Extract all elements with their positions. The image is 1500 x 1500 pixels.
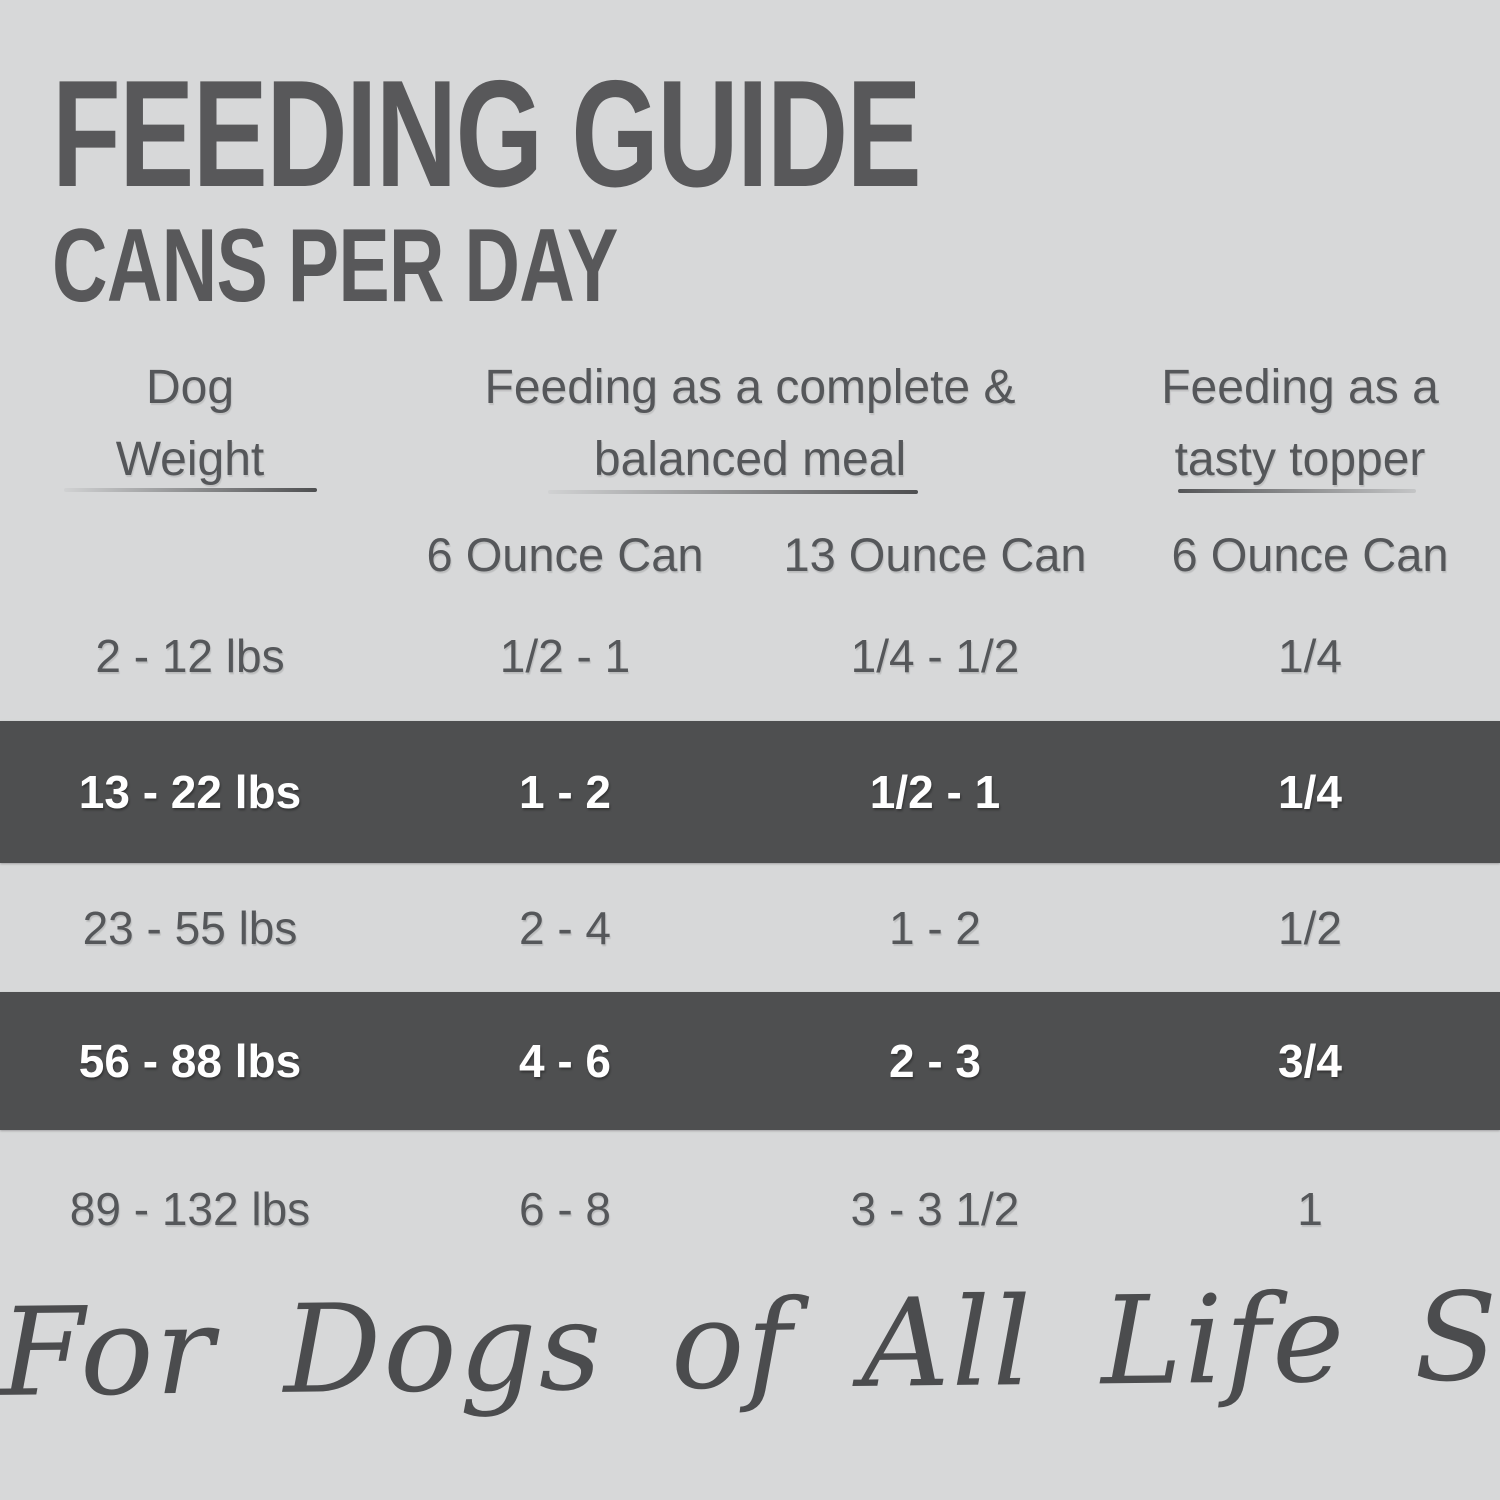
complete-13oz-value: 1/2 - 1	[869, 766, 1001, 818]
table-row-highlighted: 13 - 22 lbs 1 - 2 1/2 - 1 1/4	[0, 721, 1500, 863]
complete-6oz-value: 1 - 2	[518, 766, 612, 818]
dog-weight-value: 56 - 88 lbs	[78, 1035, 302, 1087]
topper-6oz-value: 1	[1297, 1183, 1323, 1235]
topper-6oz-value: 1/2	[1278, 901, 1342, 954]
subheader-6oz-can-topper: 6 Ounce Can	[1171, 527, 1449, 581]
complete-13oz-value: 3 - 3 1/2	[850, 1183, 1020, 1235]
page-subtitle: CANS PER DAY	[52, 208, 618, 324]
header-underline	[548, 490, 918, 494]
column-header-line: tasty topper	[1174, 433, 1426, 486]
all-life-stages-note: For Dogs of All Life Stages	[0, 1262, 1500, 1424]
table-row: 89 - 132 lbs 6 - 8 3 - 3 1/2 1	[0, 1130, 1500, 1288]
subheader-13oz-can: 13 Ounce Can	[783, 527, 1087, 581]
table-row: 2 - 12 lbs 1/2 - 1 1/4 - 1/2 1/4	[0, 590, 1500, 721]
column-header-line: Weight	[115, 433, 265, 486]
dog-weight-value: 23 - 55 lbs	[82, 901, 298, 954]
table-row-highlighted: 56 - 88 lbs 4 - 6 2 - 3 3/4	[0, 992, 1500, 1130]
complete-6oz-value: 4 - 6	[518, 1035, 612, 1087]
complete-13oz-value: 1 - 2	[888, 901, 982, 954]
topper-6oz-value: 1/4	[1278, 629, 1342, 682]
topper-6oz-value: 3/4	[1278, 1035, 1342, 1087]
column-header-line: Feeding as a complete &	[484, 361, 1016, 414]
column-header-line: Feeding as a	[1161, 361, 1439, 414]
complete-13oz-value: 2 - 3	[888, 1035, 982, 1087]
column-header-line: Dog	[145, 361, 235, 414]
column-header-complete-meal: Feeding as a complete & balanced meal	[420, 352, 1080, 496]
can-size-subheader-row: 6 Ounce Can 13 Ounce Can 6 Ounce Can	[0, 522, 1500, 586]
dog-weight-value: 2 - 12 lbs	[95, 629, 285, 682]
topper-6oz-value: 1/4	[1278, 766, 1342, 818]
page-title: FEEDING GUIDE	[52, 49, 922, 219]
dog-weight-value: 89 - 132 lbs	[69, 1183, 311, 1235]
dog-weight-value: 13 - 22 lbs	[78, 766, 302, 818]
complete-6oz-value: 1/2 - 1	[499, 629, 631, 682]
header-underline	[64, 488, 317, 492]
header-underline	[1178, 489, 1416, 493]
column-header-dog-weight: Dog Weight	[30, 352, 350, 496]
complete-13oz-value: 1/4 - 1/2	[850, 629, 1020, 682]
table-row: 23 - 55 lbs 2 - 4 1 - 2 1/2	[0, 863, 1500, 992]
complete-6oz-value: 6 - 8	[518, 1183, 612, 1235]
complete-6oz-value: 2 - 4	[518, 901, 612, 954]
column-header-line: balanced meal	[593, 433, 907, 486]
subheader-6oz-can: 6 Ounce Can	[426, 527, 704, 581]
column-header-tasty-topper: Feeding as a tasty topper	[1130, 352, 1470, 496]
